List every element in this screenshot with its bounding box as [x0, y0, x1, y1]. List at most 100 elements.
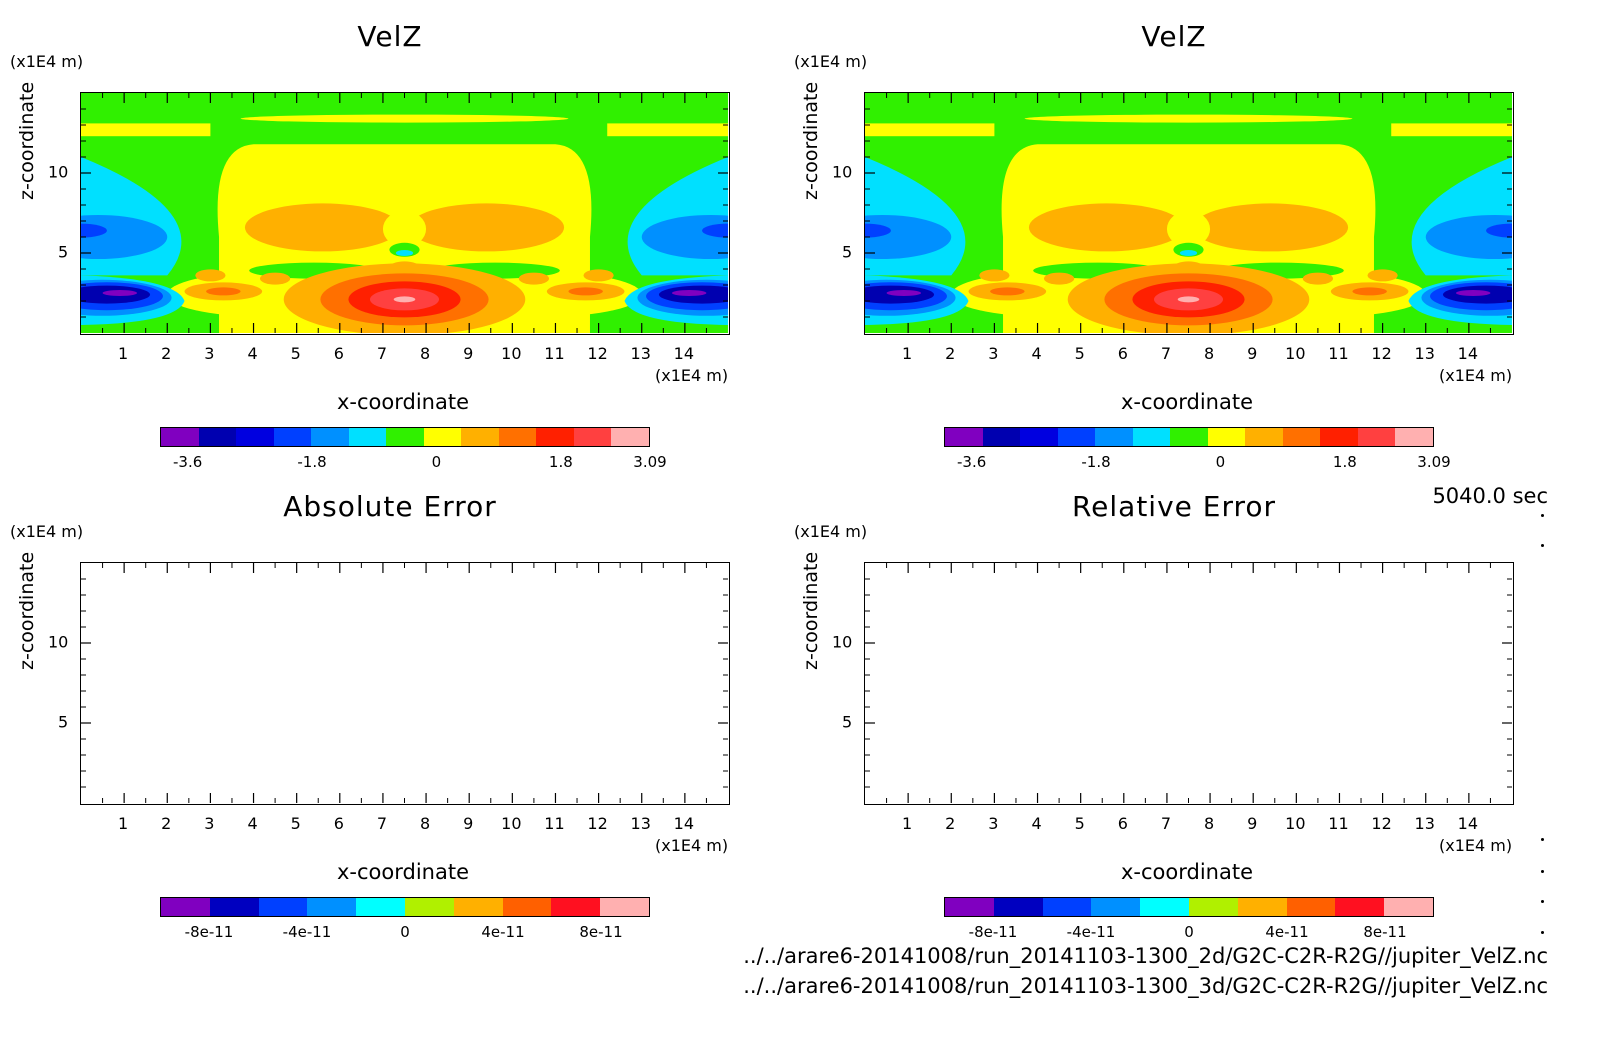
center-negative-core — [1179, 250, 1198, 256]
orange-wing-left — [1028, 203, 1185, 252]
colorbar-segment — [551, 898, 601, 916]
z-tick-label: 5 — [58, 712, 69, 732]
colorbar-label: 3.09 — [633, 453, 667, 471]
x-axis-label: x-coordinate — [1120, 390, 1253, 414]
orange-core-left — [206, 287, 241, 296]
colorbar-label: 8e-11 — [1363, 923, 1407, 941]
colorbar-label: -3.6 — [957, 453, 987, 471]
x-tick-label: 2 — [945, 814, 956, 833]
colorbar-label: 4e-11 — [1265, 923, 1309, 941]
lower-purple-left — [102, 290, 138, 296]
colorbar-segment — [1057, 428, 1096, 446]
orange-spot — [260, 272, 291, 285]
colorbar-segment — [1245, 428, 1283, 446]
z-axis-label: z-coordinate — [16, 551, 38, 670]
colorbar-segment — [311, 428, 349, 446]
x-tick-label: 11 — [544, 344, 565, 363]
colorbar-segment — [1132, 428, 1171, 446]
colorbar-segment — [1170, 428, 1208, 446]
simulation-time: 5040.0 sec — [1432, 484, 1548, 508]
z-axis-label: z-coordinate — [800, 81, 822, 200]
x-tick-label: 8 — [1203, 814, 1215, 833]
x-tick-label: 7 — [376, 814, 388, 833]
colorbar-label: -3.6 — [173, 453, 203, 471]
orange-spot — [583, 269, 614, 282]
colorbar-label: -8e-11 — [184, 923, 234, 941]
x-tick-label: 13 — [1414, 814, 1435, 833]
colorbar-segment — [1042, 898, 1092, 916]
colorbar-segment — [1384, 898, 1433, 916]
colorbar-label: 0 — [1215, 453, 1226, 471]
downdraft-deep-left — [81, 223, 107, 238]
colorbar-segment — [1335, 898, 1385, 916]
downdraft-blue-left — [865, 215, 952, 259]
upper-band-left — [81, 123, 211, 137]
x-tick-label: 14 — [1457, 344, 1479, 363]
upper-band-right — [1391, 123, 1512, 137]
colorbar-segment — [1095, 428, 1133, 446]
x-tick-label: 4 — [1031, 344, 1042, 363]
orange-spot — [195, 269, 226, 282]
x-tick-label: 9 — [1247, 814, 1258, 833]
orange-wing-right — [1192, 203, 1349, 252]
x-tick-label: 9 — [463, 814, 474, 833]
x-tick-label: 4 — [1031, 814, 1042, 833]
downdraft-deep-right — [1486, 223, 1512, 238]
plot-area — [864, 562, 1514, 805]
orange-core-right — [1352, 287, 1387, 296]
center-gap — [1166, 211, 1211, 247]
colorbar-label: 1.8 — [1332, 453, 1357, 471]
x-tick-label: 10 — [1285, 814, 1306, 833]
margin-dot — [1541, 870, 1544, 873]
lower-purple-right — [671, 290, 707, 296]
chart-title: VelZ — [357, 20, 423, 53]
colorbar-label: 8e-11 — [579, 923, 623, 941]
orange-core-right — [568, 287, 603, 296]
colorbar-segment — [236, 428, 274, 446]
x-unit-label: (x1E4 m) — [1439, 836, 1513, 855]
x-tick-label: 8 — [419, 344, 431, 363]
colorbar-segment — [1140, 898, 1189, 916]
x-axis-label: x-coordinate — [336, 390, 469, 414]
x-tick-label: 1 — [118, 344, 129, 363]
colorbar-segment — [1320, 428, 1358, 446]
colorbar-segment — [536, 428, 574, 446]
upper-band-center — [1024, 114, 1353, 123]
x-tick-label: 8 — [419, 814, 431, 833]
x-tick-label: 6 — [1117, 344, 1128, 363]
colorbar-label: -1.8 — [1081, 453, 1111, 471]
z-tick-label: 5 — [58, 242, 69, 262]
x-tick-label: 1 — [902, 344, 913, 363]
lower-purple-left — [886, 290, 922, 296]
colorbar-segment — [600, 898, 649, 916]
x-tick-label: 2 — [161, 814, 172, 833]
colorbar-label: 0 — [431, 453, 442, 471]
x-axis-label: x-coordinate — [1120, 860, 1253, 884]
colorbar-segment — [1188, 898, 1238, 916]
colorbar-segment — [348, 428, 387, 446]
colorbar-segment — [404, 898, 454, 916]
margin-dot — [1541, 838, 1544, 841]
z-tick-label: 5 — [842, 242, 853, 262]
x-tick-label: 11 — [544, 814, 565, 833]
z-axis-label: z-coordinate — [16, 81, 38, 200]
margin-dot — [1541, 544, 1544, 547]
x-tick-label: 6 — [333, 814, 344, 833]
x-unit-label: (x1E4 m) — [1439, 366, 1513, 385]
colorbar-segment — [611, 428, 649, 446]
x-tick-label: 13 — [1414, 344, 1435, 363]
colorbar-segment — [461, 428, 499, 446]
chart-title: Relative Error — [1071, 490, 1277, 523]
colorbar-label: -4e-11 — [282, 923, 332, 941]
colorbar-segment — [453, 898, 503, 916]
x-tick-label: 10 — [501, 344, 522, 363]
colorbar-segment — [386, 428, 424, 446]
z-unit-label: (x1E4 m) — [10, 52, 84, 71]
plot-area — [80, 562, 730, 805]
x-tick-label: 1 — [118, 814, 129, 833]
x-tick-label: 3 — [204, 814, 215, 833]
colorbar-segment — [1020, 428, 1058, 446]
x-tick-label: 10 — [1285, 344, 1306, 363]
colorbar-segment — [1395, 428, 1433, 446]
plot-svg — [865, 93, 1512, 333]
